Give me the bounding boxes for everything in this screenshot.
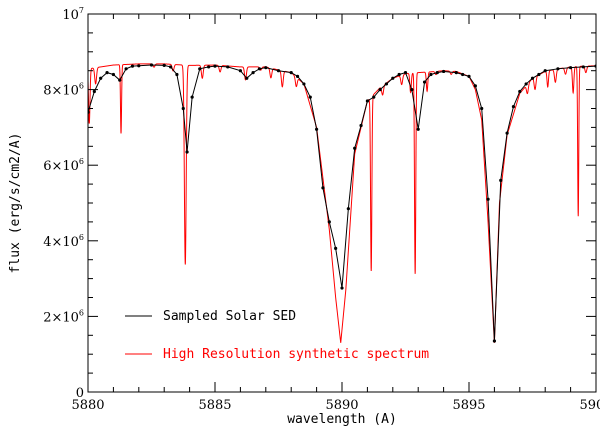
y-tick-label: 107 — [62, 6, 84, 23]
data-point — [264, 66, 268, 70]
data-point — [190, 95, 194, 99]
data-point — [111, 72, 115, 77]
data-point — [168, 65, 173, 69]
data-point — [442, 69, 446, 74]
data-point — [543, 69, 547, 73]
data-point — [429, 72, 433, 77]
data-point — [321, 186, 325, 190]
data-point — [530, 76, 535, 80]
y-axis-title: flux (erg/s/cm2/A) — [8, 133, 23, 274]
data-point — [365, 99, 369, 103]
data-point — [403, 70, 408, 75]
data-point — [524, 82, 528, 86]
data-point — [92, 89, 96, 94]
y-tick-label: 8×106 — [43, 82, 84, 99]
data-point — [397, 72, 401, 77]
data-point — [467, 74, 471, 78]
data-point — [492, 339, 496, 343]
data-point — [378, 88, 382, 92]
data-point — [226, 65, 230, 69]
data-point — [334, 246, 338, 250]
data-point — [353, 146, 357, 150]
data-point — [99, 76, 103, 80]
legend-label-sampled: Sampled Solar SED — [163, 309, 296, 324]
x-tick-label: 5885 — [198, 398, 231, 413]
data-point — [257, 67, 262, 71]
plot-frame — [87, 13, 597, 393]
data-point — [569, 66, 573, 70]
data-point — [308, 95, 312, 99]
data-point — [251, 70, 255, 75]
data-point — [181, 106, 185, 111]
data-point — [124, 67, 128, 71]
series-line-sampled — [88, 64, 596, 341]
data-point — [185, 150, 189, 154]
data-point — [359, 123, 363, 128]
data-point — [422, 80, 427, 84]
data-layer — [88, 63, 596, 343]
data-point — [372, 95, 376, 99]
data-point — [302, 82, 306, 86]
legend-label-synthetic: High Resolution synthetic spectrum — [163, 347, 429, 362]
data-point — [416, 127, 420, 131]
data-point — [391, 76, 395, 80]
legend: Sampled Solar SED High Resolution synthe… — [125, 309, 429, 362]
data-point — [461, 72, 465, 77]
data-point — [105, 70, 109, 75]
data-point — [162, 63, 166, 68]
data-point — [581, 65, 585, 69]
data-point — [137, 64, 141, 68]
series-line-synthetic — [88, 63, 596, 343]
data-point — [238, 69, 242, 73]
y-tick-label: 0 — [76, 386, 84, 401]
x-axis-title: wavelength (A) — [287, 412, 397, 427]
data-point — [175, 72, 179, 77]
tick-labels: 5880 5885 5890 5895 5900 0 2×106 4×106 6×106 8×10… — [43, 6, 600, 413]
data-point — [276, 69, 281, 73]
data-point — [198, 67, 202, 71]
data-point — [410, 88, 414, 92]
data-point — [499, 178, 503, 182]
data-point — [518, 89, 522, 94]
data-point — [454, 70, 458, 75]
data-point — [473, 84, 477, 88]
data-point — [149, 63, 154, 67]
data-point — [556, 67, 560, 71]
y-tick-label: 6×106 — [43, 157, 84, 174]
data-point — [435, 70, 439, 75]
data-point — [289, 70, 293, 75]
data-point — [118, 78, 122, 82]
data-point — [213, 64, 217, 68]
y-tick-label: 2×106 — [43, 308, 84, 325]
data-point — [327, 220, 331, 224]
data-point — [130, 64, 135, 68]
data-point — [207, 65, 211, 69]
data-point — [537, 72, 541, 77]
data-point — [505, 131, 509, 135]
data-point — [340, 286, 344, 290]
x-tick-label: 5895 — [452, 398, 485, 413]
data-point — [295, 74, 300, 78]
x-tick-label: 5890 — [325, 398, 358, 413]
data-point — [511, 105, 516, 109]
data-point — [384, 82, 389, 86]
x-tick-label: 5900 — [579, 398, 600, 413]
data-point — [346, 207, 350, 211]
data-point — [486, 197, 490, 201]
data-point — [480, 106, 484, 111]
ticks-layer — [87, 13, 597, 393]
data-point — [245, 76, 249, 80]
data-point — [315, 127, 319, 131]
x-tick-label: 5880 — [71, 398, 104, 413]
y-tick-label: 4×106 — [43, 233, 84, 250]
